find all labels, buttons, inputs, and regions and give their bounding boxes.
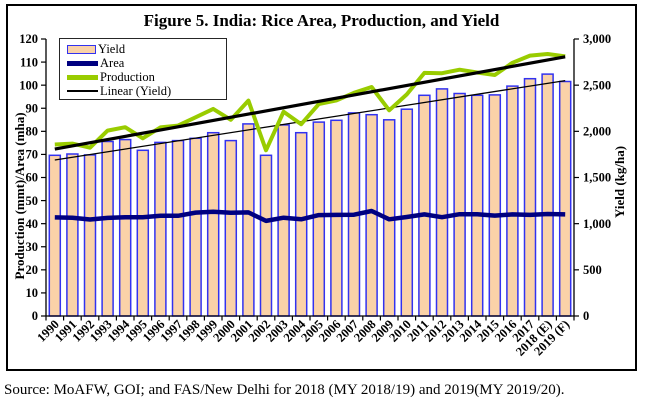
left-axis-tick-label: 70 xyxy=(26,148,39,162)
yield-bar xyxy=(66,153,79,317)
linear-production-trendline xyxy=(54,55,566,151)
yield-bar-swatch xyxy=(67,44,96,54)
yield-bar xyxy=(83,154,97,317)
yield-bar xyxy=(294,131,308,317)
area-line xyxy=(54,208,566,224)
left-axis-tick-label: 120 xyxy=(19,32,38,46)
left-axis-tick-label: 110 xyxy=(20,55,38,69)
yield-bar xyxy=(242,123,255,317)
yield-bar xyxy=(189,137,202,317)
left-axis-tick-label: 30 xyxy=(26,240,39,254)
legend-item-production: Production xyxy=(67,70,226,84)
legend-item-linear-yield: Linear (Yield) xyxy=(67,84,226,98)
yield-bar xyxy=(523,77,537,317)
yield-bar xyxy=(312,121,326,317)
yield-bar xyxy=(470,94,484,317)
right-axis-tick-label: 0 xyxy=(583,309,589,323)
yield-bar xyxy=(400,108,414,317)
yield-bar xyxy=(418,94,431,317)
left-axis-tick-label: 10 xyxy=(26,286,39,300)
area-line-swatch xyxy=(67,60,98,66)
left-axis-tick-label: 20 xyxy=(26,263,39,277)
yield-bar xyxy=(488,94,502,317)
production-line-swatch xyxy=(67,74,98,80)
left-axis-tick-label: 100 xyxy=(19,78,38,92)
yield-bar xyxy=(558,80,572,317)
right-axis-title: Yield (kg/ha) xyxy=(612,145,627,219)
yield-bar xyxy=(435,88,449,317)
right-axis-tick-label: 1,500 xyxy=(583,171,611,185)
rice-chart-plot: 0 10 20 30 40 50 60 70 80 90 100 110 120 0 500 1,000 1,5… xyxy=(19,32,611,359)
legend-label-production: Production xyxy=(100,69,155,84)
linear-yield-trendline xyxy=(54,79,566,161)
yield-bar xyxy=(453,92,466,317)
legend-label-area: Area xyxy=(100,55,125,70)
yield-bar xyxy=(506,85,519,317)
yield-bar xyxy=(259,154,273,317)
linear-yield-line-swatch xyxy=(67,90,98,92)
yield-bars xyxy=(48,73,572,317)
legend-item-area: Area xyxy=(67,56,226,70)
axes: 0 10 20 30 40 50 60 70 80 90 100 110 120 0 500 1,000 1,5… xyxy=(19,32,611,359)
yield-bar xyxy=(171,139,185,317)
chart-legend: Yield Area Production Linear (Yield) xyxy=(59,38,227,100)
legend-label-linear-yield: Linear (Yield) xyxy=(100,83,172,98)
yield-bar xyxy=(101,140,114,317)
yield-bar xyxy=(224,139,238,317)
right-axis-tick-label: 3,000 xyxy=(583,32,611,46)
right-axis-tick-label: 500 xyxy=(583,263,602,277)
yield-bar xyxy=(541,73,554,317)
yield-bar xyxy=(365,113,378,317)
right-axis-tick-label: 2,500 xyxy=(583,78,611,92)
left-axis-tick-label: 0 xyxy=(32,309,38,323)
legend-item-yield: Yield xyxy=(67,42,226,56)
right-axis-tick-label: 1,000 xyxy=(583,217,611,231)
left-axis-tick-label: 90 xyxy=(26,101,39,115)
left-axis-tick-label: 40 xyxy=(26,217,39,231)
right-axis-tick-label: 2,000 xyxy=(583,125,611,139)
left-axis-tick-label: 50 xyxy=(26,194,39,208)
yield-bar xyxy=(118,138,132,317)
yield-bar xyxy=(206,131,220,317)
legend-label-yield: Yield xyxy=(98,41,126,56)
yield-bar xyxy=(136,149,150,317)
yield-bar xyxy=(330,119,343,317)
yield-bar xyxy=(154,141,167,317)
yield-bar xyxy=(48,154,62,317)
left-axis-tick-label: 60 xyxy=(26,171,39,185)
source-note: Source: MoAFW, GOI; and FAS/New Delhi fo… xyxy=(4,382,565,398)
left-axis-title: Production (mmt)/Area (mha) xyxy=(12,112,27,280)
left-axis-tick-label: 80 xyxy=(26,125,39,139)
chart-title: Figure 5. India: Rice Area, Production, … xyxy=(143,11,500,30)
